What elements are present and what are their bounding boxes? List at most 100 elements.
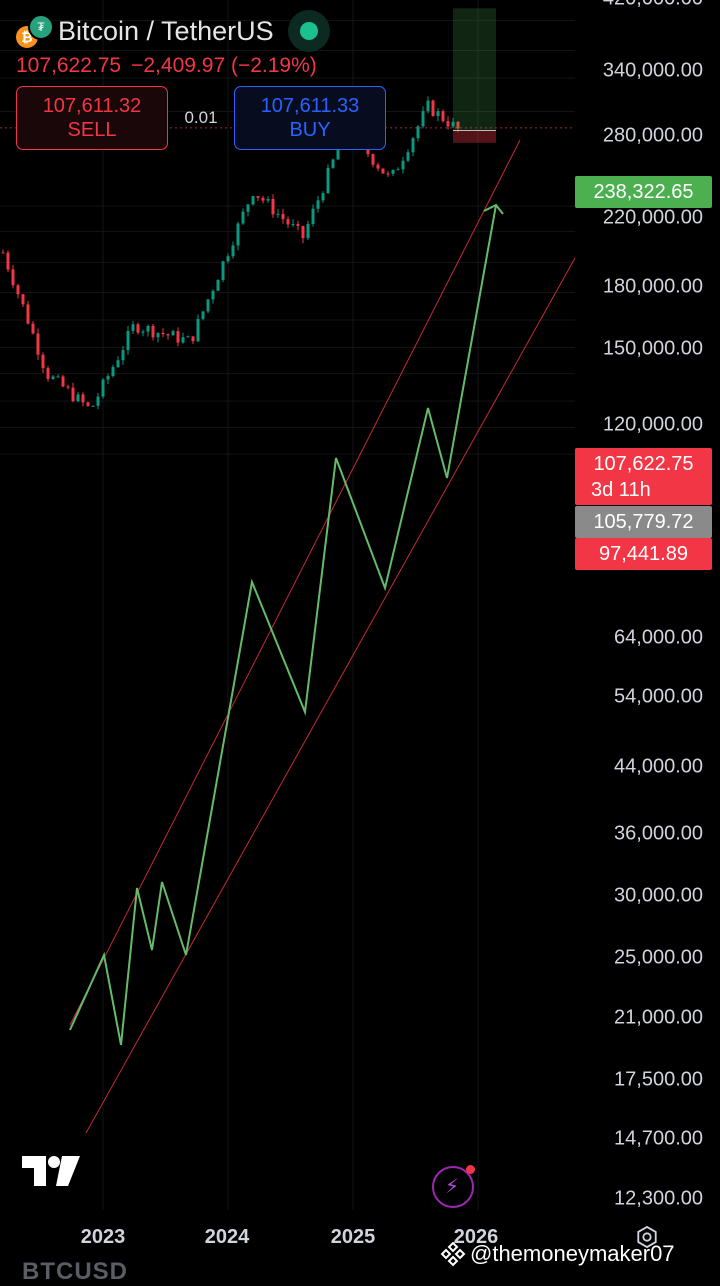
candle-body <box>1 252 5 254</box>
candle-body <box>161 332 165 335</box>
candle-body <box>251 196 255 205</box>
trade-buttons: 107,611.32 SELL 0.01 107,611.33 BUY <box>16 86 386 150</box>
candle-body <box>76 394 80 402</box>
price-change: −2,409.97 (−2.19%) <box>131 54 317 77</box>
candle-body <box>211 290 215 300</box>
candle-body <box>446 121 450 127</box>
price-axis-label: 420,000.00 <box>603 0 703 11</box>
candle-body <box>416 126 420 139</box>
candle-body <box>71 387 75 402</box>
candle-body <box>81 394 85 403</box>
candle-body <box>411 138 415 153</box>
candle-body <box>36 333 40 355</box>
candle-body <box>316 200 320 209</box>
market-status-icon[interactable] <box>287 10 330 52</box>
tradingview-logo-icon[interactable] <box>22 1156 80 1191</box>
candle-body <box>441 111 445 122</box>
price-axis-label: 14,700.00 <box>614 1127 703 1150</box>
candle-body <box>121 350 125 361</box>
bar-countdown: 3d 11h <box>591 479 651 501</box>
sell-button[interactable]: 107,611.32 SELL <box>16 86 168 150</box>
bottom-symbol-label: BTCUSD <box>22 1258 128 1285</box>
candle-body <box>391 169 395 174</box>
candle-body <box>141 331 145 333</box>
candle-body <box>281 213 285 220</box>
candle-body <box>401 160 405 170</box>
flash-icon[interactable]: ⚡ <box>432 1165 475 1208</box>
buy-button[interactable]: 107,611.33 BUY <box>234 86 386 150</box>
candle-body <box>376 164 380 169</box>
candle-body <box>431 100 435 117</box>
candle-body <box>16 285 20 295</box>
candle-body <box>136 324 140 333</box>
price-axis-label: 21,000.00 <box>614 1006 703 1029</box>
candle-body <box>66 386 70 388</box>
candle-body <box>181 337 185 343</box>
price-axis-label: 25,000.00 <box>614 946 703 969</box>
stop-price-tag: 97,441.89 <box>575 538 712 570</box>
projection-path <box>69 204 497 1046</box>
candle-body <box>261 197 265 201</box>
last-price: 107,622.75 <box>16 54 122 77</box>
target-price-tag: 238,322.65 <box>575 176 712 208</box>
current-price-value: 107,622.75 <box>593 453 694 475</box>
watermark: @themoneymaker07 <box>440 1241 675 1267</box>
candle-body <box>111 366 115 377</box>
settings-icon[interactable] <box>636 1225 658 1249</box>
channel-lower-line <box>85 257 576 1134</box>
coin-pair-icons: ₿ ₮ <box>14 12 54 50</box>
candle-body <box>336 148 340 160</box>
symbol-header: ₿ ₮ Bitcoin / TetherUS 107,622.75 −2,409.… <box>14 10 386 150</box>
candle-body <box>226 256 230 262</box>
candle-body <box>246 204 250 212</box>
candle-body <box>196 318 200 342</box>
candle-body <box>86 402 90 406</box>
candle-body <box>191 336 195 342</box>
tether-icon: ₮ <box>28 14 54 40</box>
price-axis-label: 180,000.00 <box>602 275 703 298</box>
price-axis-label: 64,000.00 <box>614 626 703 649</box>
candle-body <box>371 154 375 165</box>
candle-body <box>276 213 280 215</box>
candle-body <box>26 304 30 324</box>
candle-body <box>421 111 425 127</box>
watermark-text: @themoneymaker07 <box>470 1241 675 1266</box>
candle-body <box>106 376 110 380</box>
price-axis-label: 280,000.00 <box>602 124 703 147</box>
candle-body <box>61 376 65 387</box>
time-axis-label: 2024 <box>204 1226 250 1248</box>
candle-body <box>266 199 270 201</box>
price-axis-label: 44,000.00 <box>614 755 703 778</box>
candle-body <box>236 223 240 246</box>
price-axis-label: 17,500.00 <box>614 1068 703 1091</box>
candle-body <box>131 324 135 331</box>
candle-body <box>326 167 330 194</box>
time-axis-label: 2025 <box>330 1226 376 1248</box>
candle-body <box>46 368 50 379</box>
candle-body <box>21 294 25 305</box>
time-axis-label: 2023 <box>80 1226 126 1248</box>
candle-body <box>296 224 300 226</box>
candle-body <box>91 405 95 407</box>
candle-body <box>386 173 390 175</box>
entry-price-tag: 105,779.72 <box>575 506 712 538</box>
price-axis-label: 340,000.00 <box>602 59 703 82</box>
candle-body <box>456 121 460 129</box>
candle-body <box>216 279 220 291</box>
candle-body <box>156 332 160 338</box>
price-change-row: 107,622.75 −2,409.97 (−2.19%) <box>16 54 386 78</box>
spread-value: 0.01 <box>184 108 218 127</box>
candle-body <box>146 325 150 332</box>
candle-body <box>406 152 410 161</box>
candle-body <box>396 169 400 171</box>
candle-body <box>451 121 455 127</box>
stop-zone <box>453 130 496 143</box>
symbol-title[interactable]: Bitcoin / TetherUS <box>58 15 274 46</box>
candle-body <box>56 376 60 378</box>
price-axis-label: 150,000.00 <box>602 337 703 360</box>
candle-body <box>96 396 100 406</box>
binance-icon <box>440 1241 466 1267</box>
time-axis-label: 2026 <box>453 1226 499 1248</box>
candle-body <box>116 360 120 367</box>
